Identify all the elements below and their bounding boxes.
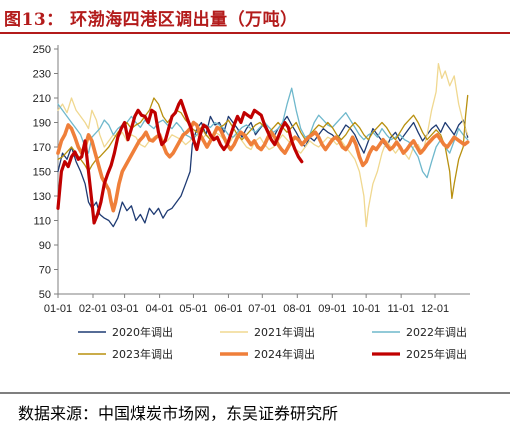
x-tick-label: 11-01 bbox=[387, 303, 414, 315]
x-tick-label: 04-01 bbox=[146, 303, 174, 315]
y-tick-label: 250 bbox=[33, 44, 51, 56]
y-tick-label: 150 bbox=[33, 167, 51, 179]
axes-layer: 50 70 90 110 130 150 170 190 210 230 250 01-01 02-01… bbox=[33, 44, 470, 315]
x-tick-label: 09-01 bbox=[318, 303, 346, 315]
source-divider bbox=[0, 392, 510, 394]
y-tick-label: 110 bbox=[33, 216, 51, 228]
legend-label: 2025年调出 bbox=[406, 347, 467, 361]
y-tick-label: 170 bbox=[33, 142, 51, 154]
legend: 2020年调出 2021年调出 2022年调出 2023年调出 2024年调出 2025年… bbox=[78, 325, 467, 361]
line-chart: 50 70 90 110 130 150 170 190 210 230 250 01-01 02-01… bbox=[33, 44, 470, 361]
x-tick-label: 02-01 bbox=[79, 303, 107, 315]
x-tick-label: 05-01 bbox=[179, 303, 207, 315]
series-layer bbox=[56, 63, 470, 228]
figure-title: 图13： 环渤海四港区调出量（万吨） bbox=[4, 10, 298, 30]
figure-title-bar: 图13： 环渤海四港区调出量（万吨） bbox=[0, 0, 510, 34]
x-tick-label: 07-01 bbox=[248, 303, 276, 315]
y-tick-label: 90 bbox=[39, 240, 51, 252]
x-tick-label: 03-01 bbox=[111, 303, 139, 315]
series-line-2020 bbox=[57, 115, 469, 228]
legend-label: 2021年调出 bbox=[254, 325, 315, 339]
legend-label: 2023年调出 bbox=[112, 347, 173, 361]
x-tick-label: 01-01 bbox=[44, 303, 72, 315]
series-line-2025 bbox=[56, 98, 304, 225]
legend-label: 2022年调出 bbox=[406, 325, 467, 339]
y-tick-label: 130 bbox=[33, 191, 51, 203]
y-tick-label: 50 bbox=[39, 289, 51, 301]
x-tick-label: 06-01 bbox=[214, 303, 242, 315]
source-note: 数据来源：中国煤炭市场网，东吴证券研究所 bbox=[18, 404, 339, 423]
legend-label: 2024年调出 bbox=[254, 347, 315, 361]
y-tick-label: 70 bbox=[39, 265, 51, 277]
x-tick-label: 08-01 bbox=[283, 303, 311, 315]
x-tick-label: 10-01 bbox=[352, 303, 380, 315]
y-tick-label: 210 bbox=[33, 93, 51, 105]
series-line-2024 bbox=[56, 120, 470, 213]
x-tick-label: 12-01 bbox=[421, 303, 449, 315]
y-tick-label: 190 bbox=[33, 118, 51, 130]
y-tick-label: 230 bbox=[33, 69, 51, 81]
legend-label: 2020年调出 bbox=[112, 325, 173, 339]
